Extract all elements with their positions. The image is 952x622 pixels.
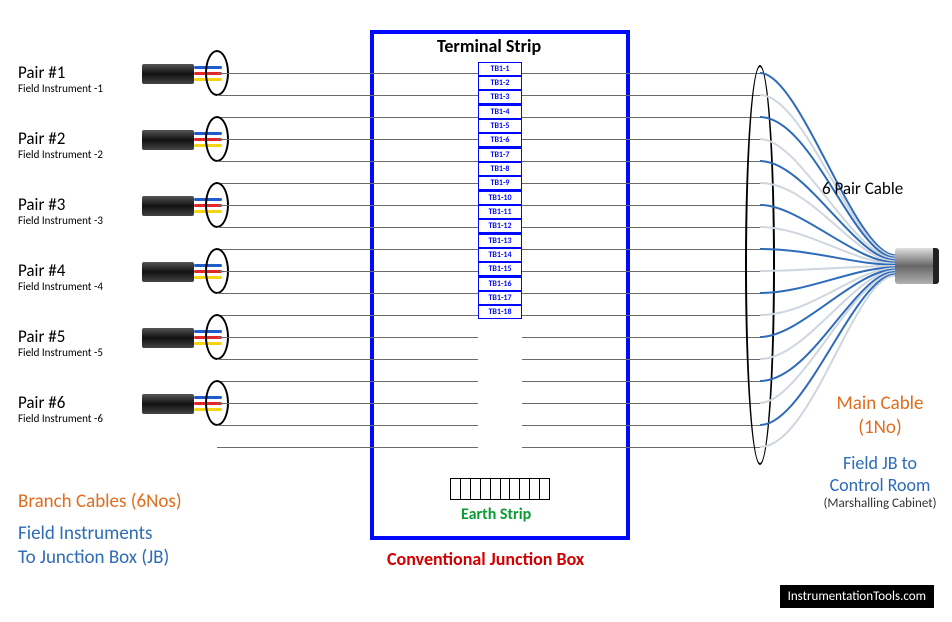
earth-strip-label: Earth Strip — [461, 505, 531, 524]
main-cable-count: (1No) — [820, 416, 940, 439]
wire-line-right — [522, 315, 760, 316]
branch-cable-jacket — [142, 64, 194, 84]
marshalling-cabinet-label: (Marshalling Cabinet) — [805, 496, 952, 511]
wire-line-left — [217, 337, 478, 338]
wire-line-right — [522, 337, 760, 338]
wire-line-right — [522, 161, 760, 162]
wire-line-left — [217, 403, 478, 404]
wire-line-right — [522, 293, 760, 294]
field-jb-to-cr-line1: Field JB to — [810, 452, 950, 474]
wire-line-left — [217, 161, 478, 162]
wire-line-right — [522, 381, 760, 382]
pair-label: Pair #2 — [18, 128, 65, 149]
wire-line-right — [522, 95, 760, 96]
wire-line-left — [217, 73, 478, 74]
wire-line-right — [522, 403, 760, 404]
wire-line-left — [217, 205, 478, 206]
wire-line-left — [217, 447, 478, 448]
wire-line-left — [217, 95, 478, 96]
wire-line-right — [522, 139, 760, 140]
main-cable-wire — [760, 95, 895, 256]
wire-line-right — [522, 425, 760, 426]
pair-label: Pair #1 — [18, 62, 65, 83]
wire-line-left — [217, 227, 478, 228]
field-instruments-line2: To Junction Box (JB) — [18, 546, 169, 569]
wire-line-right — [522, 117, 760, 118]
wire-line-left — [217, 359, 478, 360]
six-pair-cable-label: 6 Pair Cable — [822, 178, 903, 199]
wire-line-left — [217, 293, 478, 294]
wire-line-left — [217, 425, 478, 426]
field-instrument-label: Field Instrument -1 — [18, 82, 103, 95]
wire-line-right — [522, 227, 760, 228]
pair-label: Pair #5 — [18, 326, 65, 347]
wire-line-right — [522, 249, 760, 250]
branch-cable-jacket — [142, 262, 194, 282]
wire-line-left — [217, 183, 478, 184]
wire-line-left — [217, 381, 478, 382]
wire-line-left — [217, 315, 478, 316]
diagram-container: Terminal Strip TB1-1 TB1-2 TB1-3 TB1-4 T… — [0, 0, 952, 622]
conventional-jb-label: Conventional Junction Box — [387, 548, 584, 570]
wire-line-right — [522, 183, 760, 184]
watermark: InstrumentationTools.com — [780, 585, 934, 608]
field-instruments-line1: Field Instruments — [18, 522, 152, 545]
main-cable-label: Main Cable — [820, 392, 940, 415]
main-cable-connector — [895, 248, 939, 284]
left-wiring-svg — [0, 0, 760, 480]
branch-cables-label: Branch Cables (6Nos) — [18, 490, 182, 513]
branch-cable-jacket — [142, 130, 194, 150]
main-cable-wire — [760, 73, 895, 255]
wire-line-right — [522, 447, 760, 448]
main-cable-wire — [760, 273, 895, 403]
branch-cable-jacket — [142, 394, 194, 414]
pair-label: Pair #3 — [18, 194, 65, 215]
branch-cable-jacket — [142, 328, 194, 348]
wire-line-right — [522, 205, 760, 206]
field-instrument-label: Field Instrument -6 — [18, 412, 103, 425]
wire-line-left — [217, 249, 478, 250]
wire-line-right — [522, 271, 760, 272]
earth-strip — [450, 478, 550, 500]
field-instrument-label: Field Instrument -4 — [18, 280, 103, 293]
wire-line-left — [217, 139, 478, 140]
field-instrument-label: Field Instrument -5 — [18, 346, 103, 359]
field-instrument-label: Field Instrument -3 — [18, 214, 103, 227]
branch-cable-jacket — [142, 196, 194, 216]
pair-label: Pair #6 — [18, 392, 65, 413]
pair-label: Pair #4 — [18, 260, 65, 281]
wire-line-right — [522, 73, 760, 74]
wire-line-left — [217, 271, 478, 272]
field-instrument-label: Field Instrument -2 — [18, 148, 103, 161]
field-jb-to-cr-line2: Control Room — [800, 474, 952, 496]
wire-line-left — [217, 117, 478, 118]
wire-line-right — [522, 359, 760, 360]
